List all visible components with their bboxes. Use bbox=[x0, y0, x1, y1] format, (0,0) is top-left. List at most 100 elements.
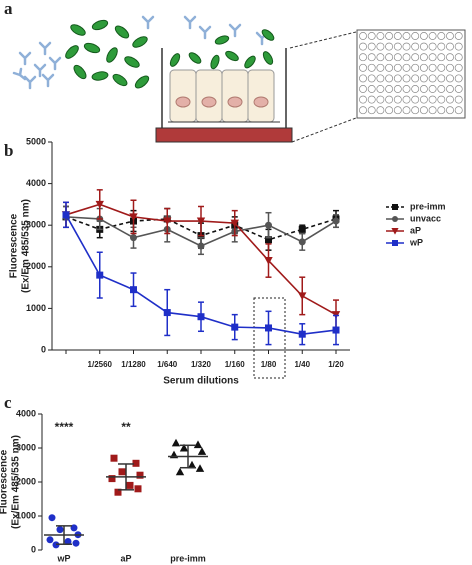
well bbox=[359, 74, 367, 83]
well bbox=[428, 42, 437, 51]
well bbox=[437, 74, 446, 83]
well bbox=[446, 63, 454, 72]
well bbox=[446, 74, 454, 83]
y-tick-label: 2000 bbox=[26, 261, 46, 271]
significance-label: **** bbox=[55, 420, 74, 434]
well bbox=[393, 106, 402, 115]
marker bbox=[197, 313, 205, 321]
marker bbox=[46, 536, 54, 544]
marker bbox=[193, 440, 203, 449]
well bbox=[359, 63, 367, 72]
well bbox=[402, 74, 411, 83]
marker bbox=[264, 257, 273, 265]
well bbox=[419, 63, 428, 72]
marker bbox=[391, 228, 399, 235]
marker bbox=[171, 438, 181, 447]
y-tick-label: 4000 bbox=[26, 178, 46, 188]
well bbox=[393, 53, 402, 62]
y-tick-label: 3000 bbox=[26, 220, 46, 230]
well bbox=[367, 85, 376, 93]
well bbox=[428, 74, 437, 83]
marker bbox=[108, 475, 116, 483]
bacteria bbox=[65, 19, 275, 89]
x-axis-label: Serum dilutions bbox=[163, 376, 239, 387]
well bbox=[376, 42, 385, 51]
marker bbox=[298, 225, 306, 233]
marker bbox=[197, 242, 205, 250]
well bbox=[367, 32, 376, 40]
y-tick-label: 3000 bbox=[16, 442, 36, 452]
x-tick-label: 1/1280 bbox=[121, 360, 146, 369]
well bbox=[359, 95, 367, 104]
y-axis-label: Fluorescence bbox=[0, 449, 10, 514]
marker bbox=[96, 271, 104, 279]
marker bbox=[231, 323, 239, 331]
panel-label: b bbox=[4, 141, 13, 160]
well bbox=[376, 95, 385, 104]
marker bbox=[70, 524, 78, 532]
well bbox=[419, 106, 428, 115]
marker bbox=[110, 454, 118, 462]
y-tick-label: 5000 bbox=[26, 136, 46, 146]
x-tick-label: aP bbox=[120, 553, 131, 563]
well bbox=[446, 85, 454, 93]
marker bbox=[56, 526, 64, 534]
well bbox=[393, 95, 402, 104]
marker bbox=[72, 539, 80, 547]
well bbox=[385, 74, 394, 83]
well bbox=[454, 53, 463, 62]
well bbox=[454, 106, 463, 115]
y-tick-label: 0 bbox=[41, 344, 46, 354]
marker bbox=[114, 488, 122, 496]
well bbox=[376, 85, 385, 93]
well bbox=[385, 106, 394, 115]
well bbox=[402, 85, 411, 93]
y-tick-label: 4000 bbox=[16, 408, 36, 418]
well bbox=[393, 42, 402, 51]
marker bbox=[197, 447, 207, 455]
y-tick-label: 1000 bbox=[26, 303, 46, 313]
marker bbox=[48, 514, 56, 522]
well bbox=[393, 74, 402, 83]
well bbox=[376, 106, 385, 115]
marker bbox=[134, 485, 142, 493]
well bbox=[437, 95, 446, 104]
well bbox=[446, 95, 454, 104]
marker bbox=[265, 324, 272, 332]
well bbox=[437, 63, 446, 72]
well bbox=[419, 53, 428, 62]
legend-label: wP bbox=[409, 237, 423, 247]
well bbox=[446, 42, 454, 51]
y-tick-label: 2000 bbox=[16, 476, 36, 486]
x-tick-label: 1/80 bbox=[261, 360, 277, 369]
well bbox=[411, 53, 420, 62]
legend-label: pre-imm bbox=[410, 201, 446, 211]
marker bbox=[130, 234, 137, 242]
marker bbox=[196, 217, 206, 226]
marker bbox=[118, 468, 126, 476]
x-tick-label: pre-imm bbox=[170, 553, 206, 563]
well bbox=[376, 74, 385, 83]
well bbox=[454, 85, 463, 93]
transwell bbox=[155, 31, 357, 143]
well bbox=[402, 95, 411, 104]
marker bbox=[179, 443, 189, 452]
well bbox=[411, 63, 420, 72]
well bbox=[411, 106, 420, 115]
well bbox=[446, 32, 454, 40]
marker bbox=[187, 460, 197, 469]
well bbox=[376, 32, 385, 40]
well bbox=[419, 85, 428, 93]
x-tick-label: 1/160 bbox=[225, 360, 246, 369]
y-axis-label: (Ex/Em 485/535 nm) bbox=[11, 435, 22, 529]
wells bbox=[359, 32, 463, 115]
well bbox=[385, 95, 394, 104]
well bbox=[367, 63, 376, 72]
well bbox=[454, 95, 463, 104]
well bbox=[367, 74, 376, 83]
panel-label: a bbox=[4, 0, 13, 18]
well bbox=[428, 85, 437, 93]
well bbox=[411, 32, 420, 40]
x-tick-label: 1/20 bbox=[328, 360, 344, 369]
